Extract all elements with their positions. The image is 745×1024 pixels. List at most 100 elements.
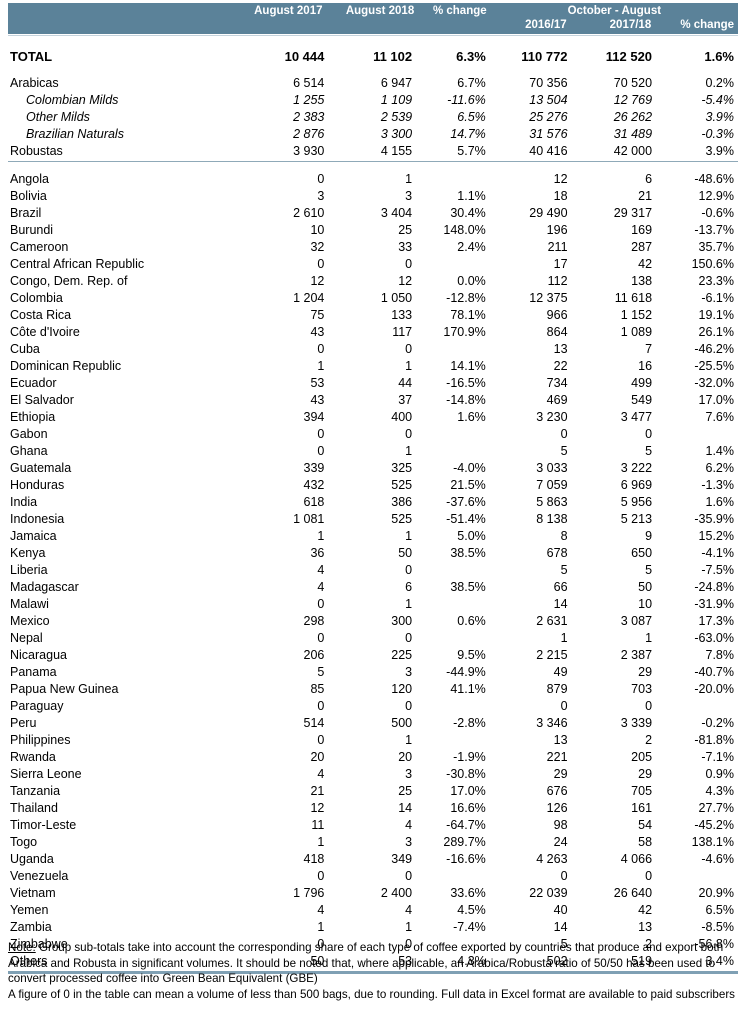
row-value: 0 xyxy=(317,444,325,458)
table-row: Kenya 36 50 38.5% 678 650 -4.1% xyxy=(8,545,738,562)
row-value: 78.1% xyxy=(450,308,486,322)
row-value: 2 387 xyxy=(620,648,653,662)
row-value: 298 xyxy=(303,614,325,628)
row-value: 519 xyxy=(631,954,653,968)
row-value: 703 xyxy=(631,682,653,696)
row-value: 33 xyxy=(398,240,413,254)
row-label: Togo xyxy=(10,835,38,849)
row-value: -37.6% xyxy=(446,495,486,509)
row-value xyxy=(416,562,490,579)
row-value: 42 xyxy=(638,257,653,271)
row-value: 19.1% xyxy=(698,308,734,322)
row-value: 31 489 xyxy=(613,127,653,141)
row-value: 1 796 xyxy=(293,886,325,900)
row-value xyxy=(416,732,490,749)
row-value: 23.3% xyxy=(698,274,734,288)
row-value: -31.9% xyxy=(694,597,734,611)
row-value: 418 xyxy=(303,852,325,866)
row-value: 5.7% xyxy=(457,144,486,158)
row-value: 42 xyxy=(638,903,653,917)
row-value: 50 xyxy=(398,546,413,560)
row-value: 50 xyxy=(310,954,325,968)
table-row: Arabicas 6 514 6 947 6.7% 70 356 70 520 0.2% xyxy=(8,75,738,92)
row-value: 25 276 xyxy=(529,110,568,124)
row-label: Cuba xyxy=(10,342,40,356)
row-label: Arabicas xyxy=(10,76,59,90)
row-value: 386 xyxy=(391,495,413,509)
row-value: 499 xyxy=(631,376,653,390)
row-value: 75 xyxy=(310,308,325,322)
header-cell-spacer-2 xyxy=(326,19,418,32)
row-value: 0.0% xyxy=(457,274,486,288)
table-row: Philippines 0 1 13 2 -81.8% xyxy=(8,732,738,749)
row-value: 1 xyxy=(560,631,568,645)
row-value: 44 xyxy=(398,376,413,390)
table-row: Brazilian Naturals 2 876 3 300 14.7% 31 576 3… xyxy=(8,126,738,143)
row-value: 0 xyxy=(405,631,413,645)
row-value: 1 xyxy=(405,733,413,747)
row-label: Cameroon xyxy=(10,240,69,254)
row-value: 22 039 xyxy=(529,886,568,900)
row-value: 0 xyxy=(405,937,413,951)
header-row-top: August 2017 August 2018 % change October… xyxy=(8,5,738,18)
row-value: -4.1% xyxy=(701,546,734,560)
row-value: -48.6% xyxy=(694,172,734,186)
row-value: 7.8% xyxy=(705,648,735,662)
row-value: 2 610 xyxy=(293,206,325,220)
row-value: 58 xyxy=(638,835,653,849)
row-label: Tanzania xyxy=(10,784,61,798)
row-value: 8 xyxy=(560,529,568,543)
table-row: Tanzania 21 25 17.0% 676 705 4.3% xyxy=(8,783,738,800)
row-label: El Salvador xyxy=(10,393,74,407)
row-value: -40.7% xyxy=(694,665,734,679)
row-value: 0 xyxy=(645,869,653,883)
row-value: 17 xyxy=(553,257,568,271)
row-value xyxy=(416,256,490,273)
row-value: 3.9% xyxy=(705,144,735,158)
spacer-cell xyxy=(8,162,738,172)
row-value: -11.6% xyxy=(447,93,486,107)
row-value: 4 xyxy=(317,563,325,577)
row-value: -7.4% xyxy=(453,920,486,934)
table-row: El Salvador 43 37 -14.8% 469 549 17.0% xyxy=(8,392,738,409)
row-value: 500 xyxy=(391,716,413,730)
header-row-bottom: 2016/17 2017/18 % change xyxy=(8,19,738,32)
row-value: 37 xyxy=(398,393,413,407)
row-value: 966 xyxy=(546,308,568,322)
row-value: 3 346 xyxy=(536,716,568,730)
row-value: 0 xyxy=(317,631,325,645)
row-value xyxy=(656,868,738,885)
table-row: Costa Rica 75 133 78.1% 966 1 152 19.1% xyxy=(8,307,738,324)
row-value: 0 xyxy=(317,937,325,951)
table-row: Côte d'Ivoire 43 117 170.9% 864 1 089 26.1% xyxy=(8,324,738,341)
table-row: Cameroon 32 33 2.4% 211 287 35.7% xyxy=(8,239,738,256)
row-value xyxy=(416,341,490,358)
row-value: 20 xyxy=(310,750,325,764)
row-value xyxy=(416,630,490,647)
row-value: 678 xyxy=(546,546,568,560)
row-value: -0.6% xyxy=(701,206,734,220)
row-value: -30.8% xyxy=(446,767,486,781)
row-value: 4 066 xyxy=(620,852,653,866)
row-label: Ghana xyxy=(10,444,48,458)
row-label: Colombia xyxy=(10,291,63,305)
row-value: 8 138 xyxy=(536,512,568,526)
table-row: Ghana 0 1 5 5 1.4% xyxy=(8,443,738,460)
row-value: 120 xyxy=(391,682,413,696)
row-value: -64.7% xyxy=(446,818,486,832)
row-label: Colombian Milds xyxy=(26,93,119,107)
row-value: 16 xyxy=(638,359,653,373)
row-value: 1 255 xyxy=(293,93,325,107)
row-value: 6.7% xyxy=(457,76,486,90)
row-value: -20.0% xyxy=(694,682,734,696)
row-value: 1 204 xyxy=(293,291,325,305)
row-value: -0.2% xyxy=(701,716,734,730)
row-value: 27.7% xyxy=(698,801,734,815)
row-value: 12.9% xyxy=(698,189,734,203)
footnote-block: Note: Group sub-totals take into account… xyxy=(8,940,736,1002)
spacer-above-total xyxy=(8,36,738,46)
row-value: 549 xyxy=(631,393,653,407)
row-value: 29 317 xyxy=(613,206,653,220)
row-value: 29 xyxy=(638,767,653,781)
row-value: 525 xyxy=(391,478,413,492)
